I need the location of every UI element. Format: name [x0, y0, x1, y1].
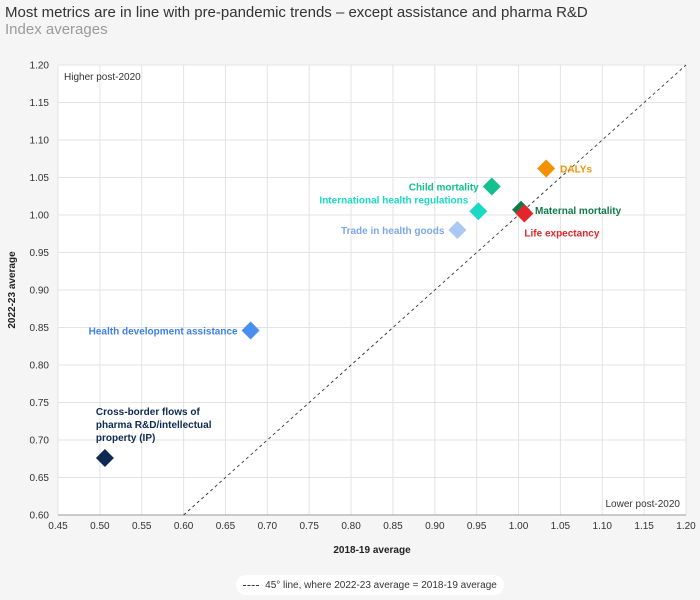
- legend: 45° line, where 2022-23 average = 2018-1…: [236, 575, 504, 595]
- y-tick-label: 0.90: [30, 286, 50, 297]
- data-label-line: pharma R&D/intellectual: [96, 420, 212, 431]
- y-tick-label: 0.95: [30, 248, 50, 259]
- data-label: DALYs: [560, 165, 592, 176]
- x-tick-label: 0.70: [258, 521, 278, 532]
- reference-line-45: [183, 64, 687, 516]
- x-tick-label: 0.85: [383, 521, 403, 532]
- x-tick-label: 0.55: [132, 521, 152, 532]
- y-tick-label: 0.70: [30, 436, 50, 447]
- x-tick-label: 1.20: [676, 521, 696, 532]
- data-label: Maternal mortality: [535, 206, 622, 217]
- annotation-higher: Higher post-2020: [64, 72, 141, 83]
- data-point: [537, 159, 556, 178]
- data-label: Trade in health goods: [341, 226, 445, 237]
- x-tick-label: 1.15: [634, 521, 654, 532]
- data-label-line: property (IP): [96, 433, 155, 444]
- data-label: International health regulations: [319, 195, 468, 206]
- data-point: [469, 202, 488, 221]
- data-point: [482, 177, 501, 196]
- x-tick-label: 0.50: [90, 521, 110, 532]
- y-tick-label: 1.15: [30, 98, 50, 109]
- x-tick-label: 1.10: [593, 521, 613, 532]
- x-tick-label: 1.00: [509, 521, 529, 532]
- y-tick-label: 0.75: [30, 398, 50, 409]
- x-axis-label: 2018-19 average: [333, 545, 411, 556]
- legend-label: 45° line, where 2022-23 average = 2018-1…: [265, 579, 497, 591]
- y-tick-label: 0.65: [30, 473, 50, 484]
- data-point: [448, 221, 467, 239]
- chart-subtitle: Index averages: [5, 21, 108, 38]
- data-label: Life expectancy: [524, 229, 599, 240]
- x-tick-label: 0.60: [174, 521, 194, 532]
- x-tick-label: 0.95: [467, 521, 487, 532]
- x-tick-label: 0.75: [299, 521, 319, 532]
- data-label-line: Cross-border flows of: [96, 407, 201, 418]
- y-tick-label: 0.80: [30, 361, 50, 372]
- y-tick-label: 0.85: [30, 323, 50, 334]
- data-point: [515, 204, 534, 223]
- data-point: [241, 321, 260, 340]
- y-tick-label: 1.05: [30, 173, 50, 184]
- data-point: [95, 449, 114, 467]
- x-tick-label: 1.05: [551, 521, 571, 532]
- chart-title: Most metrics are in line with pre-pandem…: [5, 4, 588, 21]
- legend-dashed-line-icon: [243, 584, 260, 586]
- data-label: Health development assistance: [89, 327, 238, 338]
- y-tick-label: 1.00: [30, 211, 50, 222]
- x-tick-label: 0.90: [425, 521, 445, 532]
- y-tick-label: 1.20: [30, 61, 50, 72]
- x-tick-label: 0.65: [216, 521, 236, 532]
- x-tick-label: 0.80: [341, 521, 361, 532]
- y-axis-label: 2022-23 average: [7, 251, 18, 329]
- y-tick-label: 1.10: [30, 136, 50, 147]
- data-label: Child mortality: [409, 183, 479, 194]
- annotation-lower: Lower post-2020: [606, 499, 681, 510]
- y-tick-label: 0.60: [30, 511, 50, 522]
- x-tick-label: 0.45: [48, 521, 68, 532]
